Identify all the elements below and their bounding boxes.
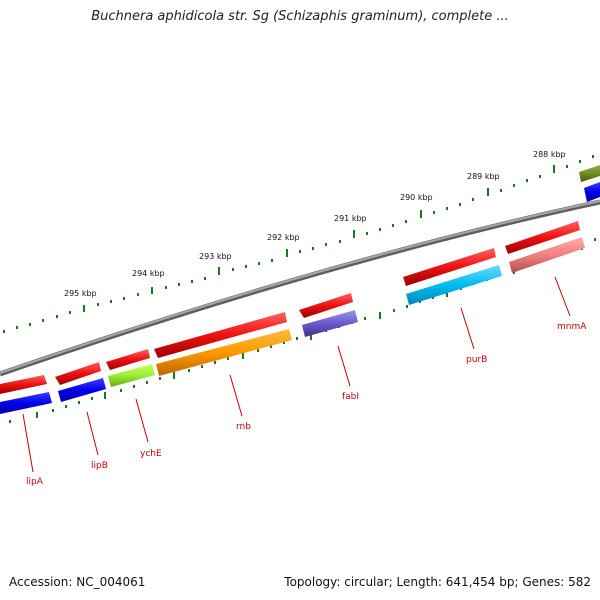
- gene-block-edge: [584, 182, 600, 202]
- accession-text: Accession: NC_004061: [9, 575, 146, 589]
- cds-arrow: [299, 293, 353, 318]
- gene-block-lipB: [58, 378, 106, 402]
- cds-arrow: [579, 165, 600, 182]
- kbp-label-294: 294 kbp: [132, 269, 165, 278]
- gene-label-fabI: fabI: [342, 392, 359, 402]
- kbp-label-291: 291 kbp: [334, 214, 367, 223]
- map-title: Buchnera aphidicola str. Sg (Schizaphis …: [91, 9, 509, 24]
- kbp-label-292: 292 kbp: [267, 233, 300, 242]
- gene-label-ychE: ychE: [140, 449, 162, 459]
- gene-label-purB: purB: [466, 355, 487, 365]
- cds-arrow: [55, 362, 101, 385]
- kbp-labels: 295 kbp 294 kbp 293 kbp 292 kbp 291 kbp …: [64, 150, 566, 298]
- cds-features: [0, 165, 600, 394]
- topology-text: Topology: circular; Length: 641,454 bp; …: [284, 575, 591, 589]
- gene-leader-lines: [22, 276, 571, 473]
- kbp-label-295: 295 kbp: [64, 289, 97, 298]
- cds-arrow: [154, 312, 287, 358]
- gene-block-lipA: [0, 392, 52, 414]
- gene-block-fabI: [302, 310, 358, 337]
- gene-block-rnb: [156, 329, 292, 376]
- genome-backbone: [0, 199, 600, 377]
- cds-arrow: [106, 349, 150, 370]
- gene-block-ychE: [108, 364, 155, 387]
- gene-block-purB: [406, 265, 502, 305]
- gene-block-mnmA: [509, 237, 585, 273]
- genome-backbone-highlight: [0, 200, 600, 374]
- cds-arrow: [403, 248, 496, 286]
- gene-label-mnmA: mnmA: [557, 322, 587, 332]
- gene-label-rnb: rnb: [236, 422, 251, 432]
- gene-label-lipB: lipB: [91, 461, 108, 471]
- gene-label-lipA: lipA: [26, 477, 44, 487]
- kbp-label-293: 293 kbp: [199, 252, 232, 261]
- kbp-label-288: 288 kbp: [533, 150, 566, 159]
- gene-features: [0, 182, 600, 414]
- inner-tick-ring: [9, 238, 596, 423]
- cds-arrow: [505, 221, 580, 254]
- cds-arrow: [0, 375, 47, 394]
- kbp-label-289: 289 kbp: [467, 172, 500, 181]
- outer-tick-ring: [3, 155, 594, 333]
- kbp-label-290: 290 kbp: [400, 193, 433, 202]
